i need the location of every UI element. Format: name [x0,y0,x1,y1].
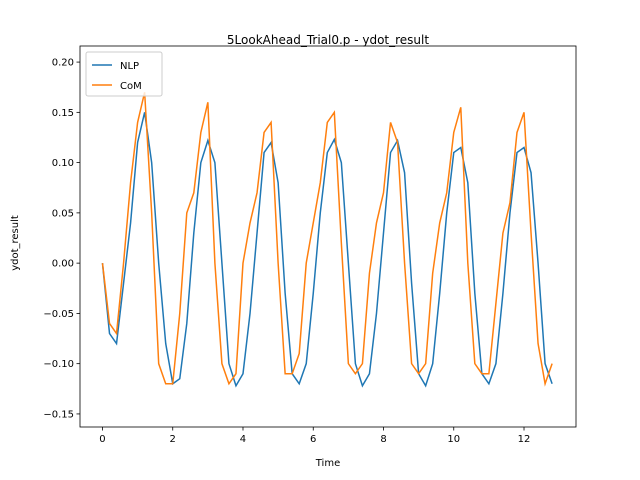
x-tick-label: 8 [380,434,386,445]
x-tick-label: 2 [170,434,176,445]
x-tick-label: 0 [99,434,105,445]
y-axis-label: ydot_result [10,215,21,271]
x-tick-label: 10 [447,434,460,445]
chart-title: 5LookAhead_Trial0.p - ydot_result [227,33,429,47]
legend-label: NLP [120,61,139,72]
x-tick-label: 4 [240,434,246,445]
data-line [101,92,553,387]
x-tick-label: 6 [310,434,316,445]
y-tick-label: 0.15 [52,108,74,119]
data-line [101,112,553,388]
y-tick-label: 0.05 [52,208,74,219]
y-tick-label: 0.10 [52,158,74,169]
x-axis-label: Time [315,458,340,469]
x-tick-label: 12 [518,434,531,445]
axes-frame [79,45,577,428]
legend-label: CoM [120,81,142,92]
y-tick-label: 0.20 [52,58,74,69]
y-tick-label: −0.05 [43,309,74,320]
y-tick-label: −0.10 [43,359,74,370]
y-tick-label: 0.00 [52,259,74,270]
y-tick-label: −0.15 [43,409,74,420]
plot-area [101,92,553,388]
